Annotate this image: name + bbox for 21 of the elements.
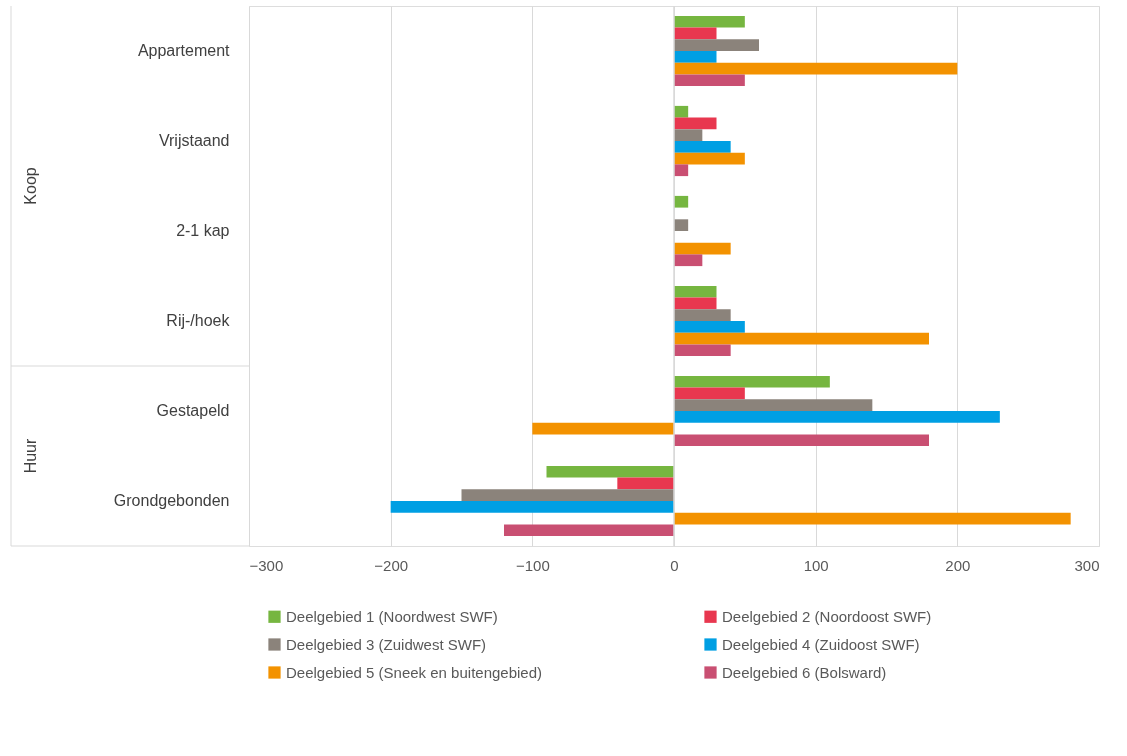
legend-label: Deelgebied 1 (Noordwest SWF) xyxy=(286,607,498,625)
y-tick-label: 2-1 kap xyxy=(176,222,230,239)
x-tick-label: −200 xyxy=(374,556,409,574)
y-tick-label: Vrijstaand xyxy=(158,132,230,149)
legend-label: Deelgebied 4 (Zuidoost SWF) xyxy=(722,635,920,653)
text: Koop xyxy=(22,167,39,205)
legend-label: Deelgebied 3 (Zuidwest SWF) xyxy=(286,635,487,653)
legend-label: Deelgebied 6 (Bolsward) xyxy=(722,663,887,681)
y-tick-label: Appartement xyxy=(137,42,231,59)
legend-label: Deelgebied 5 (Sneek en buitengebied) xyxy=(286,663,543,681)
text: Huur xyxy=(22,437,39,474)
x-tick-label: 0 xyxy=(670,556,679,574)
y-tick-label: Rij-/hoek xyxy=(166,312,231,329)
legend-label: Deelgebied 2 (Noordoost SWF) xyxy=(722,607,932,625)
y-tick-label: Gestapeld xyxy=(156,402,230,419)
x-tick-label: 300 xyxy=(1074,556,1100,574)
x-tick-label: −100 xyxy=(515,556,550,574)
x-tick-label: 200 xyxy=(945,556,971,574)
x-tick-label: −300 xyxy=(249,556,284,574)
x-tick-label: 100 xyxy=(803,556,829,574)
y-tick-label: Grondgebonden xyxy=(113,492,230,509)
